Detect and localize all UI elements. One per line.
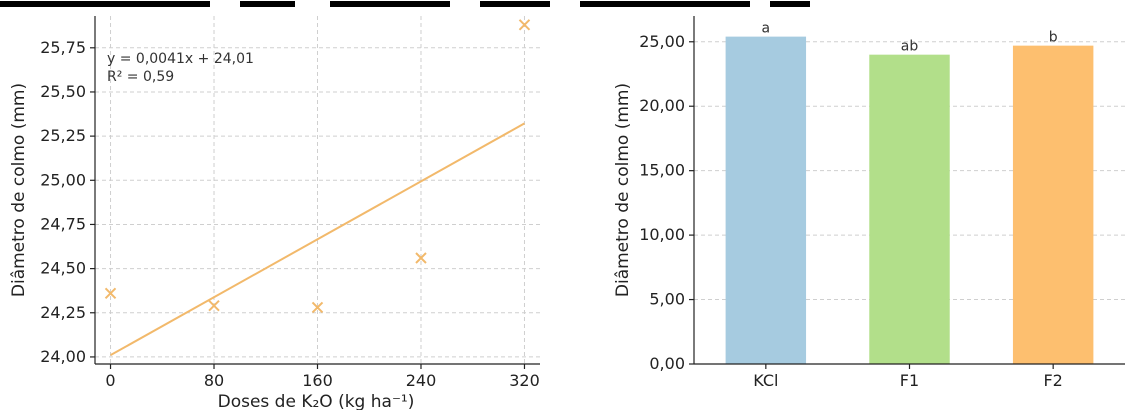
x-tick-label: 160 — [302, 371, 333, 390]
y-axis-label: Diâmetro de colmo (mm) — [613, 83, 633, 297]
y-tick-label: 25,00 — [40, 170, 86, 189]
y-tick-label: 25,75 — [40, 38, 86, 57]
y-tick-label: 0,00 — [649, 354, 685, 373]
y-tick-label: 24,00 — [40, 347, 86, 366]
significance-letters: a ab b — [762, 21, 1058, 55]
y-tick-label: 24,75 — [40, 214, 86, 233]
bar — [725, 36, 807, 364]
bar-chart-sources: 0,00 5,00 10,00 15,00 20,00 25,00 KCl F1 F2 a ab… — [613, 16, 1125, 390]
y-tick-label: 25,00 — [639, 32, 685, 51]
data-point-marker — [518, 19, 531, 31]
x-tick-label: 0 — [105, 371, 115, 390]
x-tick-labels: KCl F1 F2 — [753, 364, 1063, 390]
y-tick-label: 24,25 — [40, 303, 86, 322]
y-tick-labels: 0,00 5,00 10,00 15,00 20,00 25,00 — [639, 32, 694, 373]
x-tick-label: F1 — [900, 371, 919, 390]
y-tick-labels: 24,00 24,25 24,50 24,75 25,00 25,25 25,50 25,75 — [40, 38, 95, 366]
data-points — [104, 19, 531, 314]
cropped-header-strip — [0, 0, 1129, 14]
significance-letter: b — [1049, 30, 1058, 46]
significance-letter: a — [762, 21, 771, 37]
x-tick-label: 240 — [406, 371, 437, 390]
x-tick-labels: 0 80 160 240 320 — [105, 364, 540, 390]
bar — [1012, 45, 1094, 365]
r-squared-label: R² = 0,59 — [107, 69, 174, 85]
x-axis-label: Doses de K₂O (kg ha⁻¹) — [218, 392, 415, 410]
x-tick-label: KCl — [753, 371, 778, 390]
y-tick-label: 15,00 — [639, 161, 685, 180]
bar — [869, 54, 950, 365]
data-point-marker — [311, 301, 324, 314]
scatter-chart-dose-response: 24,00 24,25 24,50 24,75 25,00 25,25 25,50 25,75… — [9, 16, 540, 410]
significance-letter: ab — [901, 39, 919, 55]
data-point-marker — [415, 252, 427, 264]
y-axis-label: Diâmetro de colmo (mm) — [9, 83, 29, 297]
y-tick-label: 25,25 — [40, 126, 86, 145]
y-tick-label: 24,50 — [40, 259, 86, 278]
equation-label: y = 0,0041x + 24,01 — [107, 51, 254, 67]
y-tick-label: 10,00 — [639, 225, 685, 244]
data-point-marker — [208, 299, 220, 312]
bars — [725, 36, 1094, 365]
trend-line — [110, 122, 525, 357]
x-tick-label: 80 — [204, 371, 224, 390]
x-tick-label: F2 — [1043, 371, 1062, 390]
y-tick-label: 20,00 — [639, 96, 685, 115]
y-tick-label: 25,50 — [40, 82, 86, 101]
x-tick-label: 320 — [509, 371, 540, 390]
cropped-header-text-fragment — [0, 1, 810, 7]
data-point-marker — [104, 287, 117, 300]
y-tick-label: 5,00 — [649, 290, 685, 309]
